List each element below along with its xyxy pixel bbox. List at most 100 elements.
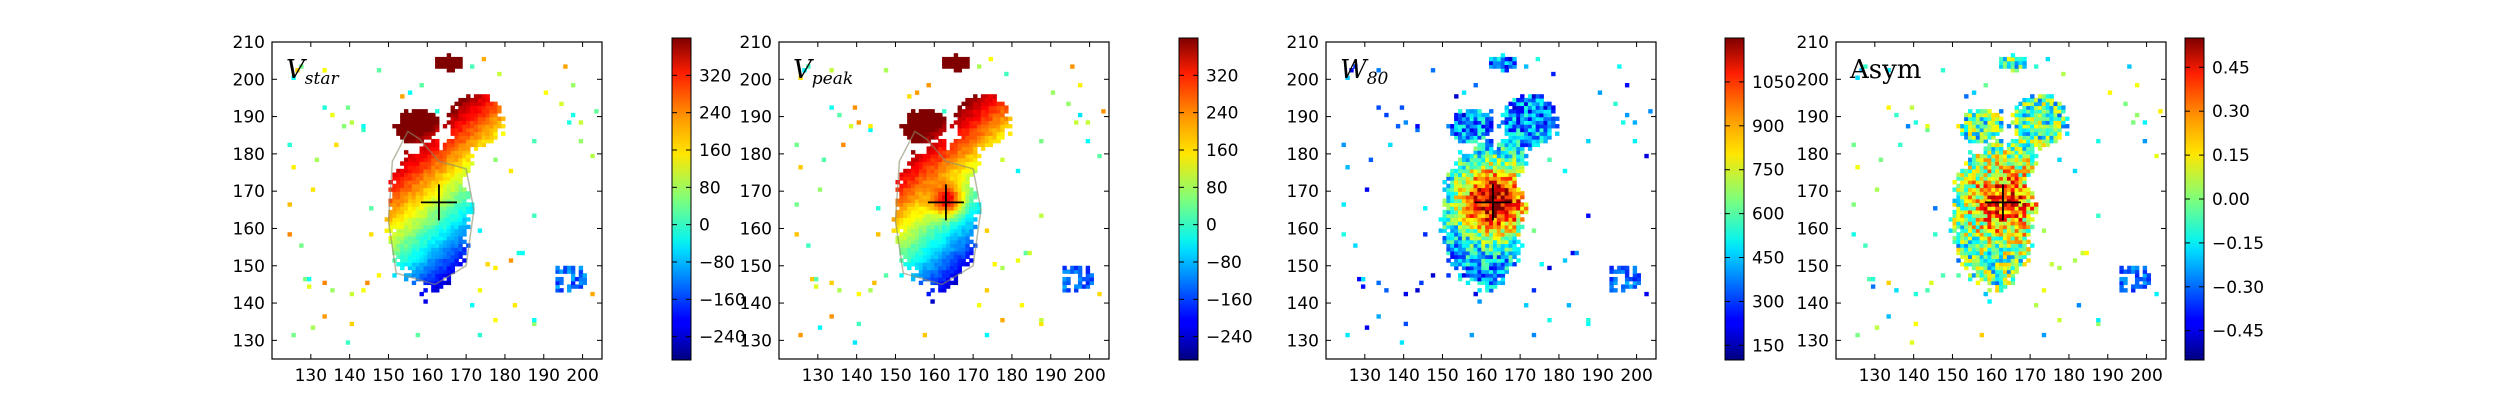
pixel: [2134, 269, 2140, 274]
pixel: [2018, 243, 2023, 248]
pixel: [1543, 112, 1548, 118]
pixel: [1477, 153, 1482, 159]
pixel: [1341, 232, 1346, 237]
pixel: [415, 332, 421, 338]
pixel: [423, 112, 428, 118]
pixel: [458, 254, 463, 259]
pixel: [1539, 97, 1544, 103]
pixel: [1524, 138, 1529, 144]
pixel: [462, 202, 467, 207]
pixel: [1983, 254, 1988, 259]
pixel: [2026, 109, 2031, 114]
pixel: [2034, 64, 2039, 69]
pixel: [1454, 213, 1459, 218]
pixel: [1376, 314, 1381, 319]
pixel: [1975, 235, 1981, 241]
pixel: [2057, 124, 2062, 129]
pixel: [291, 75, 296, 80]
pixel: [2010, 213, 2016, 218]
pixel: [1979, 269, 1985, 274]
pixel: [2018, 127, 2023, 133]
pixel: [1960, 206, 1965, 211]
pixel: [2018, 239, 2023, 245]
pixel: [1543, 120, 1548, 125]
pixel: [411, 269, 417, 274]
pixel: [446, 280, 452, 286]
colorbar-tick-label: −80: [1206, 253, 1242, 273]
pixel: [427, 127, 432, 133]
pixel: [2006, 165, 2012, 170]
pixel: [1964, 258, 1969, 263]
pixel: [454, 228, 459, 233]
pixel: [945, 187, 951, 192]
pixel: [1983, 247, 1988, 252]
pixel: [1481, 157, 1486, 162]
pixel: [922, 217, 928, 222]
pixel: [938, 228, 943, 233]
pixel: [945, 179, 951, 185]
pixel: [1450, 168, 1455, 174]
pixel: [980, 101, 986, 107]
pixel: [458, 183, 463, 189]
pixel: [1531, 135, 1537, 140]
pixel: [1991, 127, 1996, 133]
pixel: [446, 247, 452, 252]
pixel: [1458, 161, 1463, 166]
pixel: [419, 83, 424, 88]
pixel: [1524, 101, 1529, 107]
pixel: [419, 168, 424, 174]
pixel: [396, 254, 401, 259]
pixel: [961, 127, 966, 133]
pixel: [1465, 232, 1471, 237]
pixel: [953, 120, 959, 125]
pixel: [922, 213, 928, 218]
pixel: [1543, 131, 1548, 136]
pixel: [454, 206, 459, 211]
pixel: [2018, 187, 2023, 192]
pixel: [1481, 120, 1486, 125]
pixel: [953, 60, 959, 66]
pixel: [1983, 258, 1988, 263]
pixel: [1469, 217, 1475, 222]
pixel: [462, 194, 467, 200]
pixel: [965, 221, 970, 226]
pixel: [965, 228, 970, 233]
pixel: [1987, 135, 1992, 140]
pixel: [980, 135, 986, 140]
pixel: [497, 124, 502, 129]
pixel: [945, 221, 951, 226]
pixel: [1516, 239, 1521, 245]
pixel: [2034, 202, 2039, 207]
pixel: [2034, 135, 2039, 140]
pixel: [965, 56, 970, 62]
pixel: [1508, 161, 1513, 166]
pixel: [930, 191, 935, 196]
pixel: [470, 97, 475, 103]
pixel: [2014, 213, 2019, 218]
pixel: [1516, 112, 1521, 118]
pixel: [423, 235, 428, 241]
pixel: [450, 187, 455, 192]
pixel: [450, 221, 455, 226]
pixel: [957, 131, 962, 136]
pixel: [411, 247, 417, 252]
pixel: [1971, 138, 1977, 144]
pixel: [918, 262, 924, 267]
pixel: [891, 228, 896, 233]
pixel: [1624, 284, 1630, 289]
pixel: [392, 202, 397, 207]
pixel: [567, 120, 572, 125]
pixel: [961, 262, 966, 267]
pixel: [1461, 258, 1467, 263]
pixel: [431, 250, 436, 256]
pixel: [1450, 262, 1455, 267]
pixel: [949, 232, 955, 237]
pixel: [2006, 146, 2012, 151]
pixel: [1004, 124, 1009, 129]
pixel: [942, 228, 947, 233]
pixel: [1851, 232, 1856, 237]
pixel: [961, 235, 966, 241]
pixel: [2010, 168, 2016, 174]
pixel: [450, 131, 455, 136]
pixel: [384, 217, 389, 222]
